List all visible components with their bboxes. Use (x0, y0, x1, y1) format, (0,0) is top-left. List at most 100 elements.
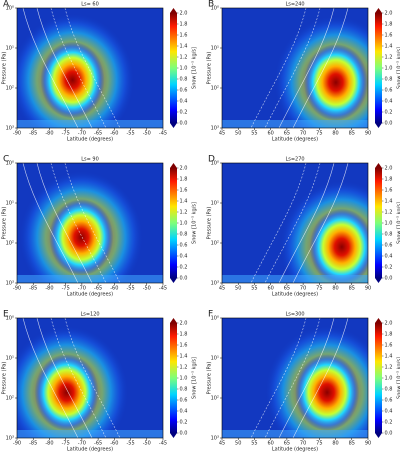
plot-frame (16, 7, 164, 129)
colorbar-tick-label: 1.6 (180, 343, 188, 349)
colorbar-tick-label: 1.2 (385, 55, 393, 61)
colorbar-extend-top (375, 163, 382, 168)
colorbar-tick-label: 0.8 (385, 387, 393, 393)
colorbar-tick-label: 1.4 (180, 354, 188, 360)
colorbar-tick-label: 0.8 (385, 77, 393, 83)
y-tick-label: 10¹ (211, 356, 219, 362)
colorbar-tick-label: 0.0 (385, 121, 393, 127)
colorbar-tick-label: 1.8 (385, 332, 393, 338)
colorbar-tick-label: 1.6 (385, 33, 393, 39)
x-tick-label: 45 (219, 441, 225, 447)
contour (278, 8, 335, 128)
colorbar-tick-label: 1.2 (180, 55, 188, 61)
contour (64, 163, 121, 283)
x-tick-label: 70 (300, 441, 306, 447)
x-tick-label: 70 (300, 286, 306, 292)
plot-frame (221, 317, 369, 439)
colorbar-tick-label: 0.8 (180, 77, 188, 83)
colorbar-tick-label: 1.8 (385, 22, 393, 28)
colorbar-extend-top (375, 318, 382, 323)
colorbar-tick-label: 1.2 (385, 365, 393, 371)
plot-area (222, 8, 368, 128)
field-core (309, 208, 368, 283)
x-tick-label: -55 (126, 441, 134, 447)
x-tick-label: -75 (62, 441, 70, 447)
colorbar-tick-label: 1.4 (180, 44, 188, 50)
colorbar-extend-bottom (375, 433, 382, 438)
contour (36, 8, 93, 128)
x-tick-label: -70 (78, 131, 86, 137)
x-tick-label: -85 (29, 286, 37, 292)
colorbar-tick-label: 1.0 (180, 221, 188, 227)
colorbar-label: Snow [10⁻⁵ kg/s] (192, 357, 198, 399)
panel-label: C (3, 155, 9, 165)
contour (250, 318, 307, 438)
y-axis-label: Pressure (Pa) (207, 207, 213, 240)
field-core (40, 41, 105, 119)
contour (36, 318, 93, 438)
colorbar-tick-label: 1.4 (385, 354, 393, 360)
y-tick-label: 10¹ (6, 46, 14, 52)
plot-area (17, 163, 163, 283)
field-core (295, 354, 360, 431)
contour (250, 8, 307, 128)
colorbar-tick-label: 0.8 (385, 232, 393, 238)
y-tick-label: 10³ (6, 436, 14, 442)
x-tick-label: -80 (45, 441, 53, 447)
colorbar-tick-label: 1.8 (385, 177, 393, 183)
y-tick-label: 10² (6, 396, 14, 402)
colorbar-tick-label: 2.0 (180, 11, 188, 17)
panel-title: Ls=120 (80, 312, 99, 318)
x-tick-label: -90 (13, 286, 21, 292)
colorbar-label: Snow [10⁻⁵ kg/s] (192, 202, 198, 244)
x-tick-label: -65 (94, 286, 102, 292)
x-tick-label: 55 (251, 286, 257, 292)
colorbar-tick-label: 1.2 (180, 210, 188, 216)
y-tick-label: 10² (211, 396, 219, 402)
x-tick-label: 60 (267, 286, 273, 292)
colorbar-tick-label: 0.0 (385, 431, 393, 437)
colorbar-tick-label: 0.0 (180, 276, 188, 282)
colorbar (170, 13, 177, 123)
plot-frame (221, 7, 369, 129)
colorbar-tick-label: 0.4 (385, 409, 393, 415)
colorbar-tick-label: 0.6 (385, 398, 393, 404)
colorbar-tick-label: 0.8 (180, 232, 188, 238)
x-tick-label: 90 (365, 286, 371, 292)
colorbar-extend-top (170, 8, 177, 13)
y-tick-label: 10³ (211, 126, 219, 132)
x-axis-label: Latitude (degrees) (272, 137, 318, 143)
y-axis-label: Pressure (Pa) (2, 52, 8, 85)
y-axis-label: Pressure (Pa) (207, 362, 213, 395)
colorbar-tick-label: 0.6 (180, 243, 188, 249)
panel-title: Ls=240 (285, 2, 304, 8)
colorbar-tick-label: 1.6 (180, 33, 188, 39)
colorbar-tick-label: 2.0 (385, 321, 393, 327)
plot-area (222, 163, 368, 283)
contour (250, 163, 307, 283)
x-tick-label: 60 (267, 131, 273, 137)
colorbar-tick-label: 1.4 (385, 199, 393, 205)
x-tick-label: 80 (332, 131, 338, 137)
x-tick-label: 75 (316, 441, 322, 447)
y-tick-label: 10³ (6, 126, 14, 132)
panel-title: Ls= 60 (81, 2, 99, 8)
colorbar-tick-label: 0.4 (385, 99, 393, 105)
y-axis-label: Pressure (Pa) (207, 52, 213, 85)
y-tick-label: 10² (211, 86, 219, 92)
x-tick-label: 65 (284, 441, 290, 447)
y-tick-label: 10¹ (211, 46, 219, 52)
x-tick-label: 50 (235, 286, 241, 292)
colorbar-tick-label: 0.6 (385, 243, 393, 249)
colorbar-tick-label: 1.8 (180, 22, 188, 28)
x-axis-label: Latitude (degrees) (272, 447, 318, 453)
panel-label: D (208, 155, 215, 165)
y-tick-label: 10⁰ (6, 161, 14, 167)
x-axis-label: Latitude (degrees) (67, 447, 113, 453)
colorbar (375, 13, 382, 123)
x-tick-label: -45 (159, 441, 167, 447)
x-tick-label: 65 (284, 131, 290, 137)
y-tick-label: 10⁰ (211, 316, 219, 322)
colorbar-tick-label: 0.4 (180, 254, 188, 260)
